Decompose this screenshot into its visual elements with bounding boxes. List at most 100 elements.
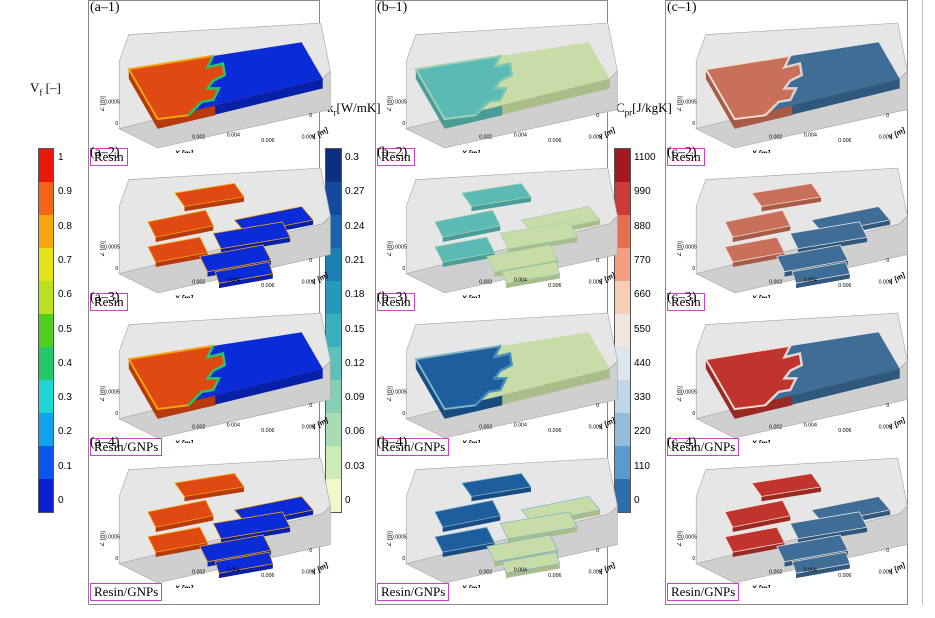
fabric-tow-side — [442, 225, 501, 243]
fabric-tow — [147, 209, 214, 238]
material-label: Resin — [377, 293, 415, 311]
simulation-panel: (b–3)t = 5 [s]Z [m]00.00050.0020.0040.00… — [377, 290, 618, 456]
fabric-tow — [499, 511, 578, 540]
flow-front — [187, 55, 227, 117]
panel-label: (b–3) — [377, 290, 408, 305]
x-tick: 0.004 — [804, 132, 817, 138]
material-label: Resin/GNPs — [377, 583, 450, 601]
colorbar-title-sub: r — [333, 107, 337, 118]
slab-side-left — [705, 359, 735, 419]
fabric-tow — [776, 244, 849, 273]
z-tick: 0.0005 — [391, 100, 407, 106]
colorbar-tick-label: 0.4 — [58, 357, 72, 369]
y-tick: 0 — [886, 258, 889, 264]
colorbar-title-main: C — [616, 100, 625, 115]
fabric-tow — [724, 499, 791, 528]
material-label: Resin/GNPs — [90, 438, 163, 456]
colorbar-outline — [325, 148, 342, 513]
colorbar-tick-label: 0.7 — [58, 254, 72, 266]
z-axis-label: Z [m] — [677, 386, 683, 401]
flow-front — [474, 55, 514, 117]
panel-label: (a–3) — [90, 290, 120, 305]
slab-side-front-filled — [444, 105, 503, 129]
colorbar-segment — [615, 182, 630, 216]
fabric-block — [695, 457, 908, 584]
z-tick: 0.0005 — [104, 100, 120, 106]
divider — [922, 0, 923, 605]
material-label: Resin/GNPs — [667, 583, 740, 601]
x-axis-label: X [m] — [174, 584, 194, 588]
fabric-tow — [147, 236, 209, 263]
y-tick: 0 — [596, 548, 599, 554]
colorbar-segment — [615, 380, 630, 414]
x-tick: 0.006 — [261, 573, 274, 579]
z-tick: 0 — [115, 266, 118, 272]
colorbar-title-main: V — [30, 80, 40, 95]
y-tick: 0.002 — [589, 279, 602, 285]
x-axis-label: X [m] — [174, 439, 194, 443]
colorbar-tick-label: 0.03 — [345, 460, 365, 472]
fabric-tow — [199, 534, 272, 563]
fabric-tow — [214, 261, 274, 284]
colorbar-tick-label: 880 — [634, 220, 651, 232]
material-label: Resin/GNPs — [377, 438, 450, 456]
z-axis-label: Z [m] — [677, 531, 683, 546]
colorbar-tick-label: 0.18 — [345, 289, 365, 301]
slab-side-left — [415, 69, 445, 129]
colorbar-segment — [615, 281, 630, 315]
y-axis-label: Y [m] — [310, 125, 330, 142]
material-label: Resin/GNPs — [90, 583, 163, 601]
x-tick: 0.006 — [261, 428, 274, 434]
slab-side-front-filled — [157, 105, 216, 129]
colorbar-tick-label: 550 — [634, 323, 651, 335]
fabric-tow-side — [796, 273, 850, 289]
x-tick: 0.004 — [804, 422, 817, 428]
x-tick: 0.002 — [769, 569, 782, 575]
colorbar-tick-label: 1100 — [634, 152, 656, 163]
slab-block — [118, 312, 331, 439]
fabric-block — [118, 457, 331, 584]
colorbar-title-unit: [W/mK] — [336, 100, 381, 115]
panel-label: (a–1) — [90, 0, 120, 15]
colorbar-tick-label: 1 — [58, 152, 64, 163]
simulation-panel: (a–2)t = 5 [s]Z [m]00.00050.0020.0040.00… — [90, 145, 331, 311]
fabric-tow-side — [796, 563, 850, 579]
fabric-tow-side — [471, 486, 531, 502]
fabric-tow-side — [442, 252, 495, 267]
fabric-tow — [724, 209, 791, 238]
fabric-tow — [789, 221, 868, 250]
z-tick: 0 — [692, 121, 695, 127]
panel-label: (a–2) — [90, 145, 120, 160]
material-label: Resin — [667, 293, 705, 311]
y-tick: 0.002 — [302, 569, 315, 575]
slab-side-left — [128, 69, 158, 129]
fabric-tow — [791, 261, 851, 284]
x-tick: 0.002 — [192, 134, 205, 140]
colorbar-segment — [326, 281, 341, 315]
x-tick: 0.004 — [804, 277, 817, 283]
colorbar-segment — [326, 413, 341, 447]
z-axis-label: Z [m] — [100, 96, 106, 111]
x-tick: 0.002 — [479, 569, 492, 575]
x-tick: 0.002 — [192, 279, 205, 285]
x-tick: 0.006 — [548, 428, 561, 434]
fabric-block — [405, 457, 618, 584]
fabric-tow — [434, 526, 496, 553]
x-tick: 0.002 — [479, 134, 492, 140]
fabric-tow-side — [184, 486, 244, 502]
y-axis-label: Y [m] — [310, 415, 330, 432]
material-label: Resin — [377, 148, 415, 166]
colorbar-tick-label: 0 — [345, 495, 351, 506]
z-tick: 0.0005 — [681, 245, 697, 251]
x-axis-label: X [m] — [174, 294, 194, 298]
colorbar-segment — [39, 347, 53, 381]
slab-block — [695, 22, 908, 149]
y-tick: 0 — [309, 403, 312, 409]
colorbar-tick-label: 0.9 — [58, 186, 72, 198]
panel-label: (c–4) — [667, 435, 697, 450]
fabric-tow — [751, 473, 822, 497]
x-tick: 0.004 — [227, 422, 240, 428]
y-tick: 0 — [309, 258, 312, 264]
